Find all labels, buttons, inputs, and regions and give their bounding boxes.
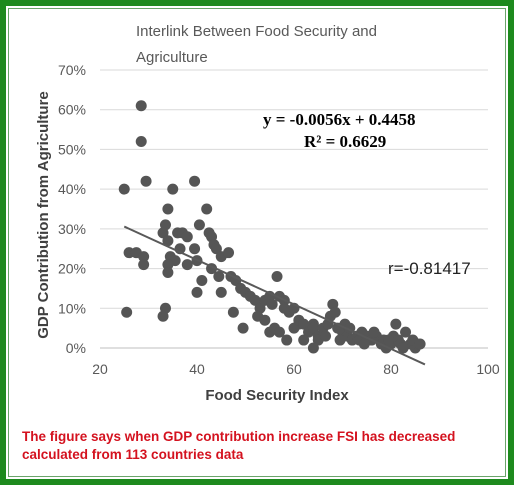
- data-point: [259, 314, 271, 326]
- caption-line-2: calculated from 113 countries data: [22, 447, 244, 462]
- data-point: [307, 342, 319, 354]
- data-point: [213, 271, 225, 283]
- trendline-equation: y = -0.0056x + 0.4458: [263, 110, 416, 129]
- data-point: [140, 175, 152, 187]
- y-tick-label: 60%: [58, 102, 86, 118]
- data-point: [249, 294, 261, 306]
- x-axis-label: Food Security Index: [205, 387, 349, 404]
- data-point: [191, 286, 203, 298]
- caption-line-1: The figure says when GDP contribution in…: [22, 429, 456, 444]
- data-point: [414, 338, 426, 350]
- data-point: [227, 306, 239, 318]
- y-tick-label: 30%: [58, 221, 86, 237]
- y-tick-label: 50%: [58, 141, 86, 157]
- data-point: [167, 183, 179, 195]
- data-point: [358, 338, 370, 350]
- y-tick-label: 0%: [66, 340, 86, 356]
- points-layer: [118, 100, 426, 354]
- correlation-label: r=-0.81417: [388, 259, 471, 278]
- y-tick-label: 10%: [58, 300, 86, 316]
- data-point: [368, 326, 380, 338]
- data-point: [298, 334, 310, 346]
- data-point: [201, 203, 213, 215]
- data-point: [189, 175, 201, 187]
- x-tick-label: 80: [383, 361, 399, 377]
- data-point: [288, 322, 300, 334]
- data-point: [383, 334, 395, 346]
- data-point: [390, 318, 402, 330]
- data-point: [281, 334, 293, 346]
- data-point: [237, 322, 249, 334]
- data-point: [138, 259, 150, 271]
- data-point: [193, 219, 205, 231]
- y-tick-label: 70%: [58, 62, 86, 78]
- data-point: [189, 243, 201, 255]
- data-point: [271, 271, 283, 283]
- data-point: [307, 322, 319, 334]
- data-point: [118, 183, 130, 195]
- data-point: [210, 243, 222, 255]
- r-squared-label: R² = 0.6629: [304, 132, 386, 151]
- data-point: [334, 334, 346, 346]
- data-point: [181, 259, 193, 271]
- data-point: [162, 203, 174, 215]
- y-axis-label: GDP Contribution from Agriculture: [35, 91, 52, 339]
- chart-title-line-2: Agriculture: [136, 49, 208, 66]
- data-point: [298, 318, 310, 330]
- data-point: [181, 231, 193, 243]
- chart-title-line-1: Interlink Between Food Security and: [136, 23, 377, 40]
- data-point: [273, 326, 285, 338]
- data-point: [135, 135, 147, 147]
- y-tick-label: 20%: [58, 261, 86, 277]
- trend-layer: [123, 225, 426, 366]
- y-tick-label: 40%: [58, 181, 86, 197]
- x-tick-label: 40: [189, 361, 205, 377]
- data-point: [230, 274, 242, 286]
- data-point: [223, 247, 235, 259]
- data-point: [215, 286, 227, 298]
- data-point: [162, 235, 174, 247]
- figure-caption: The figure says when GDP contribution in…: [22, 428, 502, 464]
- data-point: [162, 267, 174, 279]
- trendline: [123, 225, 426, 366]
- data-point: [400, 326, 412, 338]
- data-point: [157, 310, 169, 322]
- data-point: [329, 306, 341, 318]
- x-tick-label: 20: [92, 361, 108, 377]
- data-point: [266, 298, 278, 310]
- inner-frame: [8, 8, 506, 477]
- data-point: [121, 306, 133, 318]
- data-point: [196, 274, 208, 286]
- data-point: [159, 219, 171, 231]
- data-point: [320, 330, 332, 342]
- x-tick-label: 60: [286, 361, 302, 377]
- data-point: [162, 259, 174, 271]
- axis-layer: 0% 10% 20% 30% 40% 50% 60% 70% 20 40 60 80 100: [58, 62, 500, 377]
- data-point: [135, 100, 147, 112]
- x-tick-label: 100: [476, 361, 500, 377]
- data-point: [397, 342, 409, 354]
- data-point: [138, 251, 150, 263]
